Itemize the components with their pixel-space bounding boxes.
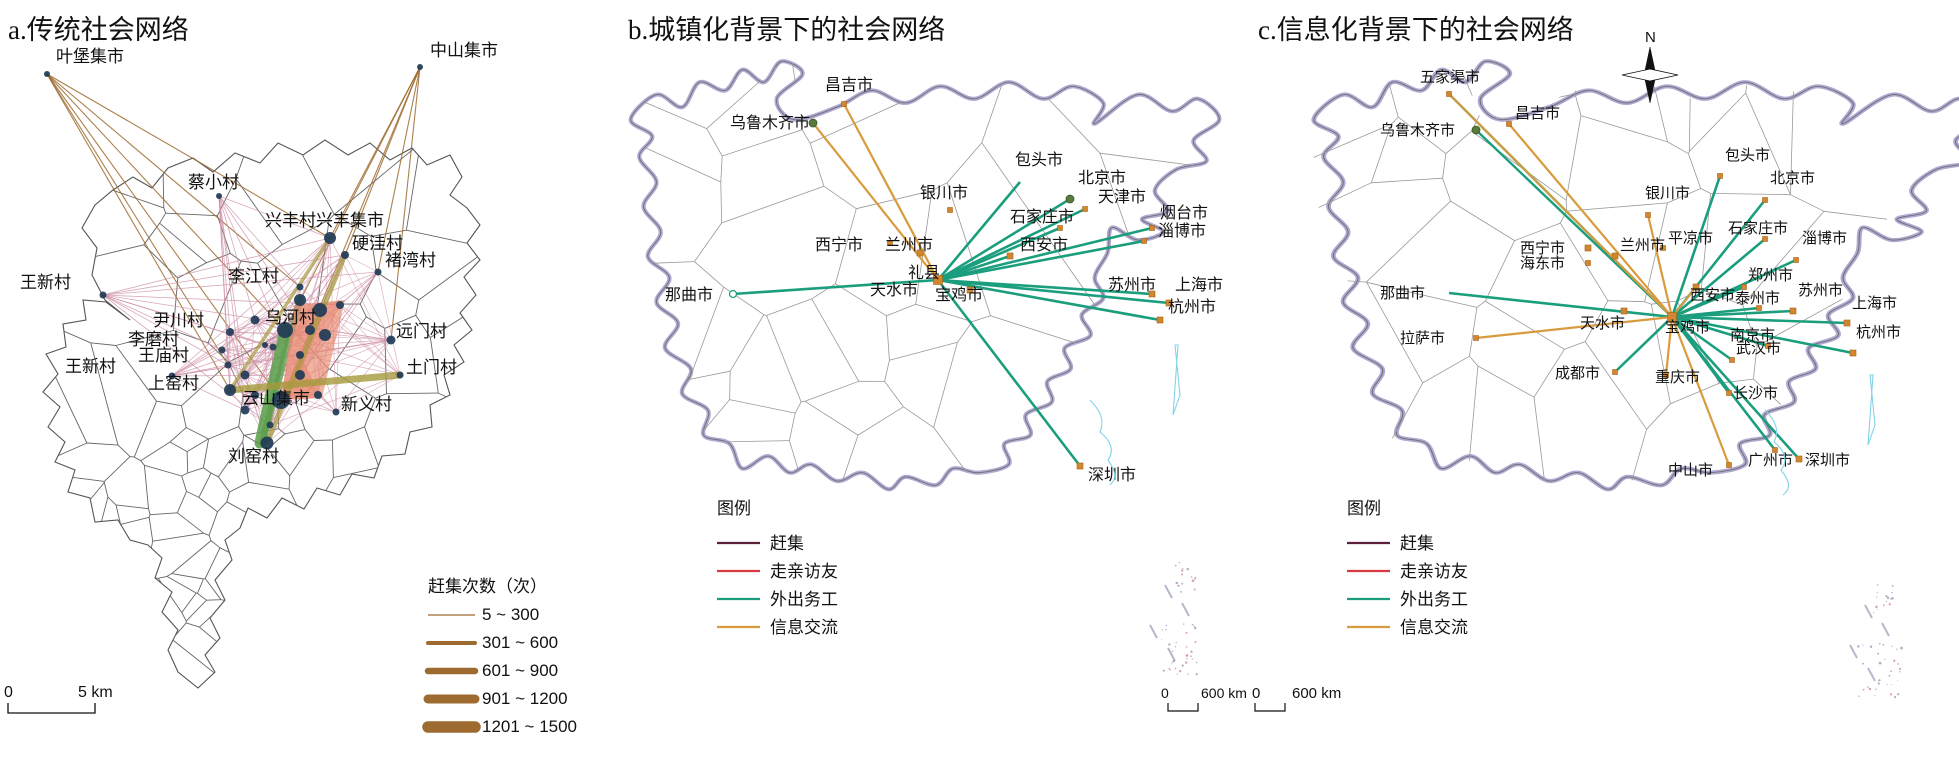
svg-text:上海市: 上海市 xyxy=(1175,276,1223,294)
svg-text:土门村: 土门村 xyxy=(406,358,457,377)
svg-text:中山集市: 中山集市 xyxy=(430,41,498,60)
svg-text:外出务工: 外出务工 xyxy=(770,590,838,609)
svg-text:成都市: 成都市 xyxy=(1555,365,1600,382)
svg-text:王庙村: 王庙村 xyxy=(138,346,189,365)
svg-text:深圳市: 深圳市 xyxy=(1088,466,1136,484)
svg-text:0: 0 xyxy=(1252,685,1260,702)
svg-text:刘窑村: 刘窑村 xyxy=(228,447,279,466)
svg-text:901 ~ 1200: 901 ~ 1200 xyxy=(482,689,568,708)
svg-text:蔡小村: 蔡小村 xyxy=(188,173,239,192)
svg-text:图例: 图例 xyxy=(1347,499,1381,518)
svg-text:601 ~ 900: 601 ~ 900 xyxy=(482,661,558,680)
svg-text:王新村: 王新村 xyxy=(20,273,71,292)
svg-text:叶堡集市: 叶堡集市 xyxy=(56,47,124,66)
svg-text:5 km: 5 km xyxy=(78,684,113,701)
svg-text:乌鲁木齐市: 乌鲁木齐市 xyxy=(1380,122,1455,139)
svg-text:西安市: 西安市 xyxy=(1690,287,1735,304)
svg-text:泰州市: 泰州市 xyxy=(1735,290,1780,307)
svg-text:图例: 图例 xyxy=(717,499,751,518)
svg-text:兰州市: 兰州市 xyxy=(1620,237,1665,254)
svg-text:1201 ~ 1500: 1201 ~ 1500 xyxy=(482,717,577,736)
svg-text:长沙市: 长沙市 xyxy=(1733,385,1778,402)
svg-text:那曲市: 那曲市 xyxy=(665,286,713,304)
svg-text:淄博市: 淄博市 xyxy=(1158,222,1206,240)
svg-text:0: 0 xyxy=(1161,685,1169,701)
svg-text:五家渠市: 五家渠市 xyxy=(1420,69,1480,86)
svg-text:301 ~ 600: 301 ~ 600 xyxy=(482,633,558,652)
svg-text:烟台市: 烟台市 xyxy=(1160,204,1208,222)
svg-text:外出务工: 外出务工 xyxy=(1400,590,1468,609)
svg-text:远门村: 远门村 xyxy=(396,322,447,341)
svg-text:武汉市: 武汉市 xyxy=(1736,340,1781,357)
svg-text:西安市: 西安市 xyxy=(1020,236,1068,254)
svg-text:广州市: 广州市 xyxy=(1748,452,1793,469)
svg-text:昌吉市: 昌吉市 xyxy=(1515,105,1560,122)
svg-text:走亲访友: 走亲访友 xyxy=(1400,562,1468,581)
svg-text:礼县: 礼县 xyxy=(908,264,940,282)
svg-text:600 km: 600 km xyxy=(1292,685,1341,702)
svg-text:杭州市: 杭州市 xyxy=(1168,298,1216,316)
svg-text:北京市: 北京市 xyxy=(1770,170,1815,187)
svg-text:苏州市: 苏州市 xyxy=(1798,282,1843,299)
svg-text:银川市: 银川市 xyxy=(1645,185,1690,202)
svg-text:银川市: 银川市 xyxy=(920,184,968,202)
svg-text:褚湾村: 褚湾村 xyxy=(385,251,436,270)
svg-text:赶集: 赶集 xyxy=(1400,534,1434,553)
svg-text:石家庄市: 石家庄市 xyxy=(1010,208,1074,226)
svg-text:兴丰村兴丰集市: 兴丰村兴丰集市 xyxy=(265,211,384,230)
svg-text:包头市: 包头市 xyxy=(1725,147,1770,164)
svg-text:5 ~ 300: 5 ~ 300 xyxy=(482,605,539,624)
svg-text:石家庄市: 石家庄市 xyxy=(1728,219,1788,237)
svg-text:信息交流: 信息交流 xyxy=(770,618,838,637)
svg-text:中山市: 中山市 xyxy=(1668,462,1713,479)
svg-text:兰州市: 兰州市 xyxy=(885,236,933,254)
svg-text:上海市: 上海市 xyxy=(1852,295,1897,312)
svg-text:昌吉市: 昌吉市 xyxy=(825,76,873,94)
svg-text:郑州市: 郑州市 xyxy=(1748,267,1793,284)
svg-text:包头市: 包头市 xyxy=(1015,151,1063,169)
svg-text:海东市: 海东市 xyxy=(1520,255,1565,272)
svg-text:N: N xyxy=(1645,29,1656,46)
svg-text:乌河村: 乌河村 xyxy=(265,308,316,327)
svg-text:王新村: 王新村 xyxy=(65,357,116,376)
svg-text:天津市: 天津市 xyxy=(1098,188,1146,206)
svg-text:天水市: 天水市 xyxy=(870,281,918,299)
svg-text:苏州市: 苏州市 xyxy=(1108,276,1156,294)
svg-text:宝鸡市: 宝鸡市 xyxy=(935,286,983,304)
svg-text:西宁市: 西宁市 xyxy=(815,236,863,254)
svg-text:走亲访友: 走亲访友 xyxy=(770,562,838,581)
svg-text:杭州市: 杭州市 xyxy=(1856,324,1901,341)
svg-text:信息交流: 信息交流 xyxy=(1400,618,1468,637)
svg-text:天水市: 天水市 xyxy=(1580,315,1625,332)
svg-text:600 km: 600 km xyxy=(1201,685,1247,701)
svg-text:北京市: 北京市 xyxy=(1078,169,1126,187)
svg-text:淄博市: 淄博市 xyxy=(1802,230,1847,247)
svg-text:李江村: 李江村 xyxy=(228,267,279,286)
svg-text:赶集次数（次）: 赶集次数（次） xyxy=(428,577,547,596)
svg-text:平凉市: 平凉市 xyxy=(1668,230,1713,247)
svg-text:乌鲁木齐市: 乌鲁木齐市 xyxy=(730,114,810,132)
svg-text:重庆市: 重庆市 xyxy=(1655,369,1700,386)
svg-text:深圳市: 深圳市 xyxy=(1805,452,1850,469)
svg-text:云山集市: 云山集市 xyxy=(242,389,310,408)
svg-text:拉萨市: 拉萨市 xyxy=(1400,330,1445,347)
svg-text:尹川村: 尹川村 xyxy=(153,311,204,330)
svg-text:赶集: 赶集 xyxy=(770,534,804,553)
svg-text:那曲市: 那曲市 xyxy=(1380,285,1425,302)
svg-text:新义村: 新义村 xyxy=(341,395,392,414)
svg-text:0: 0 xyxy=(4,684,13,701)
svg-text:宝鸡市: 宝鸡市 xyxy=(1665,319,1710,336)
svg-text:上窑村: 上窑村 xyxy=(148,374,199,393)
